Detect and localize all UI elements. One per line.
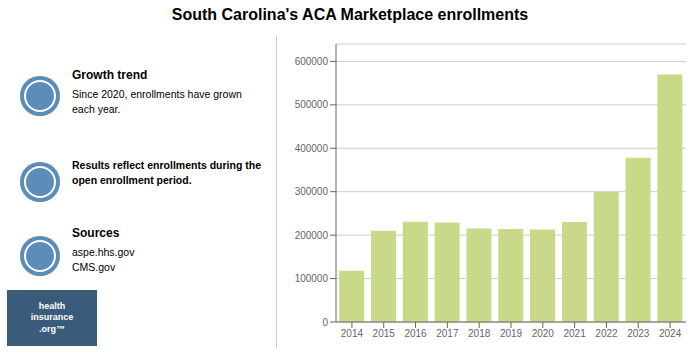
svg-text:2017: 2017 — [436, 328, 459, 339]
svg-text:2016: 2016 — [404, 328, 427, 339]
svg-text:2018: 2018 — [468, 328, 491, 339]
html-text:Growth trend: Growth trend — [72, 68, 148, 82]
svg-text:400000: 400000 — [295, 143, 329, 154]
svg-text:2022: 2022 — [595, 328, 618, 339]
svg-text:100000: 100000 — [295, 273, 329, 284]
html-text:aspe.hhs.gov CMS.gov: aspe.hhs.gov CMS.gov — [72, 245, 135, 273]
svg-text:2014: 2014 — [341, 328, 364, 339]
svg-text:2020: 2020 — [532, 328, 555, 339]
html-text:Since 2020, enrollments have g: Since 2020, enrollments have grown each … — [72, 87, 242, 115]
svg-text:600000: 600000 — [295, 56, 329, 67]
svg-text:2023: 2023 — [627, 328, 650, 339]
svg-text:200000: 200000 — [295, 230, 329, 241]
html-text:Sources: Sources — [72, 226, 120, 240]
svg-text:2024: 2024 — [659, 328, 682, 339]
svg-text:500000: 500000 — [295, 99, 329, 110]
svg-text:2015: 2015 — [373, 328, 396, 339]
svg-text:0: 0 — [322, 317, 328, 328]
svg-text:300000: 300000 — [295, 186, 329, 197]
svg-text:2019: 2019 — [500, 328, 523, 339]
html-text:South Carolina's ACA Marketpla: South Carolina's ACA Marketplace enrollm… — [171, 6, 529, 23]
svg-text:2021: 2021 — [564, 328, 587, 339]
html-text:health insurance .org™: health insurance .org™ — [30, 301, 74, 334]
html-text:Results reflect enrollments du: Results reflect enrollments during the o… — [72, 159, 261, 187]
